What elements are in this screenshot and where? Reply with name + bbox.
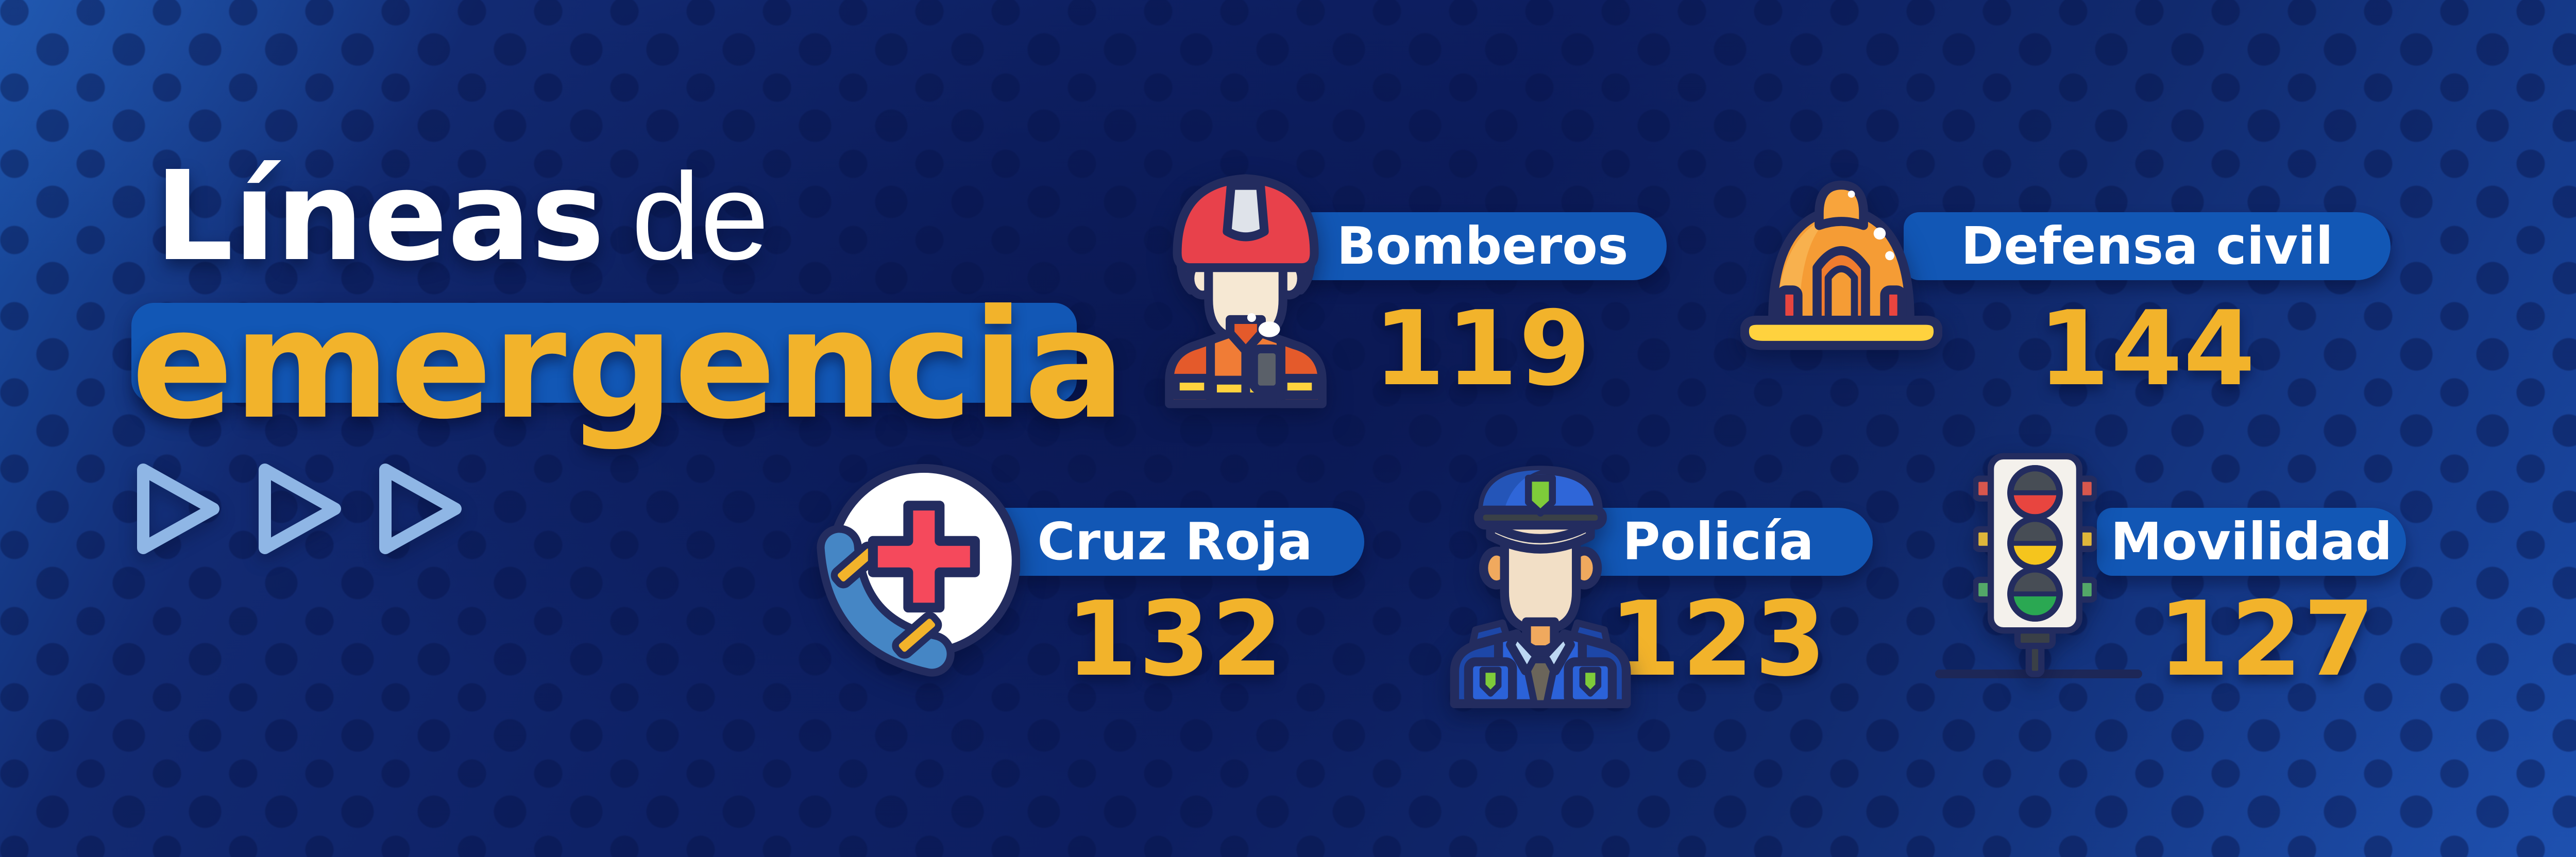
service-number: 123 <box>1609 579 1827 699</box>
title-word-lineas: Líneas <box>155 144 605 288</box>
service-label: Cruz Roja <box>1037 511 1313 572</box>
title-highlight-box <box>131 303 1077 403</box>
service-label: Policía <box>1622 511 1814 572</box>
service-pill-cruz-roja: Cruz Roja <box>986 508 1364 576</box>
play-triangle-icon <box>259 464 341 554</box>
play-triangle-icon <box>137 464 219 554</box>
police-officer-icon <box>1450 466 1631 709</box>
service-label: Defensa civil <box>1961 216 2333 276</box>
title-word-de: de <box>631 147 769 285</box>
service-number: 144 <box>2038 289 2257 409</box>
service-number: 119 <box>1373 289 1592 409</box>
service-pill-defensa-civil: Defensa civil <box>1904 212 2391 280</box>
service-number: 132 <box>1065 579 1284 699</box>
traffic-light-icon <box>1973 453 2097 677</box>
phone-red-cross-icon <box>817 464 1020 677</box>
service-pill-movilidad: Movilidad <box>2097 508 2406 576</box>
page-title: Líneas de <box>155 155 769 278</box>
service-pill-bomberos: Bomberos <box>1298 212 1667 280</box>
play-triangles-icon <box>137 464 462 554</box>
firefighter-icon <box>1165 174 1327 408</box>
play-triangle-icon <box>379 464 462 554</box>
safety-helmet-icon <box>1740 180 1942 350</box>
service-number: 127 <box>2158 579 2376 699</box>
title-word-emergencia: emergencia <box>131 277 1126 452</box>
service-label: Bomberos <box>1336 216 1629 276</box>
service-label: Movilidad <box>2110 511 2393 572</box>
service-pill-policia: Policía <box>1564 508 1873 576</box>
